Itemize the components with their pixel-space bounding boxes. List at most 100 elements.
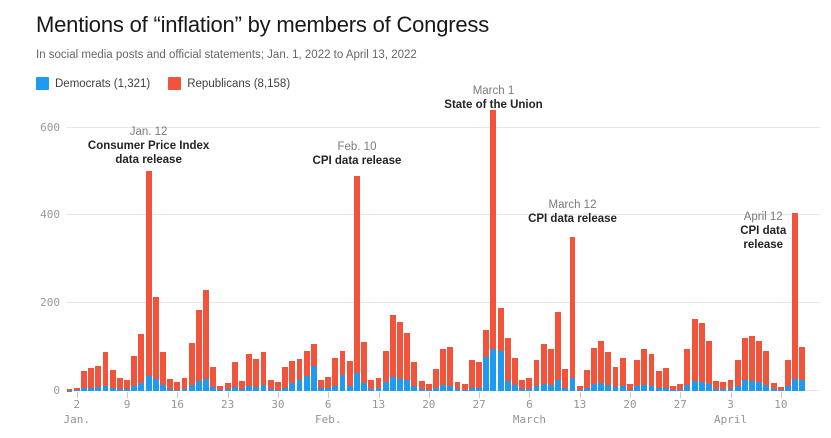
bar-republican-segment — [282, 366, 288, 391]
legend: Democrats (1,321) Republicans (8,158) — [36, 77, 290, 90]
bar-democrat-segment — [691, 381, 698, 391]
gridline-200 — [66, 302, 820, 304]
bar-republican-segment — [353, 175, 360, 391]
bar-republican-segment — [131, 355, 138, 391]
bar-democrat-segment — [239, 389, 245, 391]
bar-republican-segment — [109, 369, 116, 391]
bar-republican-segment — [684, 349, 691, 391]
bar-republican-segment — [289, 361, 296, 391]
bar-republican-segment — [504, 338, 511, 391]
bar-democrat-segment — [576, 389, 583, 391]
bar-democrat-segment — [332, 385, 339, 391]
bar-republican-segment — [203, 290, 209, 391]
x-axis-tick — [277, 392, 279, 398]
bar-democrat-segment — [598, 382, 605, 391]
bar-democrat-segment — [411, 386, 418, 391]
bar-republican-segment — [411, 362, 418, 391]
bar-democrat-segment — [634, 386, 641, 391]
bar-republican-segment — [174, 382, 181, 391]
y-axis-label-0: 0 — [53, 384, 60, 397]
annotation-date: April 12 — [743, 211, 783, 223]
bar-republican-segment — [526, 377, 533, 391]
bar-republican-segment — [181, 377, 188, 391]
bar-republican-segment — [253, 359, 260, 391]
bar-republican-segment — [547, 349, 554, 391]
bar-republican-segment — [706, 341, 712, 391]
x-axis-label: 6 — [324, 398, 332, 411]
bar-democrat-segment — [210, 387, 217, 391]
bar-democrat-segment — [526, 388, 533, 391]
bar-democrat-segment — [727, 388, 734, 391]
bar-democrat-segment — [145, 375, 152, 391]
bar-democrat-segment — [533, 386, 540, 391]
x-axis-label: 9 — [123, 398, 131, 411]
bar-democrat-segment — [303, 376, 310, 391]
bar-republican-segment — [662, 368, 669, 391]
bar-democrat-segment — [203, 378, 209, 391]
bar-republican-segment — [116, 377, 123, 391]
x-axis-tick — [730, 392, 732, 398]
bar-republican-segment — [777, 386, 784, 391]
bar-republican-segment — [698, 322, 705, 391]
bar-democrat-segment — [159, 384, 166, 391]
annotation-text: CPI data — [740, 225, 787, 237]
bar-democrat-segment — [131, 385, 138, 391]
x-axis-tick — [780, 392, 782, 398]
democrats-swatch-icon — [36, 77, 49, 90]
bar-democrat-segment — [468, 387, 475, 391]
bar-republican-segment — [152, 296, 159, 391]
bar-republican-segment — [80, 371, 87, 391]
annotation: March 1 State of the Union — [444, 84, 542, 112]
bar-republican-segment — [677, 384, 684, 391]
bar-republican-segment — [562, 369, 569, 391]
bar-democrat-segment — [476, 387, 482, 391]
bar-republican-segment — [138, 333, 145, 391]
annotation-text: release — [743, 239, 784, 251]
bar-republican-segment — [691, 318, 698, 391]
bar-republican-segment — [461, 383, 468, 391]
annotation-text: Consumer Price Index — [87, 140, 210, 152]
bar-democrat-segment — [792, 378, 799, 391]
bar-democrat-segment — [231, 386, 238, 391]
bar-democrat-segment — [102, 385, 109, 391]
bar-republican-segment — [440, 349, 447, 391]
x-axis-label: 20 — [422, 398, 436, 411]
bar-democrat-segment — [662, 387, 669, 391]
bar-republican-segment — [361, 341, 368, 391]
legend-item-republicans: Republicans (8,158) — [168, 77, 290, 90]
bar-democrat-segment — [289, 383, 296, 391]
bar-republican-segment — [454, 382, 461, 391]
bar-democrat-segment — [274, 389, 281, 391]
bar-democrat-segment — [734, 385, 741, 391]
month-label-jan: Jan. — [63, 413, 91, 426]
bar-democrat-segment — [677, 389, 684, 391]
annotation: April 12 CPI data release — [740, 210, 786, 252]
bar-democrat-segment — [569, 377, 576, 391]
bar-democrat-segment — [483, 356, 490, 391]
bar-republican-segment — [231, 362, 238, 391]
bar-democrat-segment — [375, 388, 382, 391]
legend-label-democrats: Democrats (1,321) — [55, 77, 151, 90]
annotation-date: Jan. 12 — [129, 126, 168, 138]
bar-democrat-segment — [346, 385, 353, 391]
annotation-date: March 1 — [472, 85, 515, 97]
bar-republican-segment — [468, 360, 475, 391]
x-axis-tick — [479, 392, 481, 398]
bar-democrat-segment — [612, 387, 619, 391]
bar-democrat-segment — [799, 380, 806, 391]
bar-democrat-segment — [684, 384, 691, 391]
bar-republican-segment — [73, 387, 80, 391]
bar-republican-segment — [734, 360, 741, 391]
bar-republican-segment — [483, 329, 490, 391]
bar-republican-segment — [433, 369, 439, 391]
bar-republican-segment — [224, 383, 231, 391]
bar-democrat-segment — [109, 387, 116, 391]
bar-republican-segment — [713, 381, 720, 391]
bar-republican-segment — [382, 350, 389, 391]
gridline-600 — [66, 126, 820, 128]
annotation: Feb. 10 CPI data release — [313, 140, 402, 168]
bar-republican-segment — [727, 380, 734, 391]
bar-democrat-segment — [246, 385, 253, 391]
